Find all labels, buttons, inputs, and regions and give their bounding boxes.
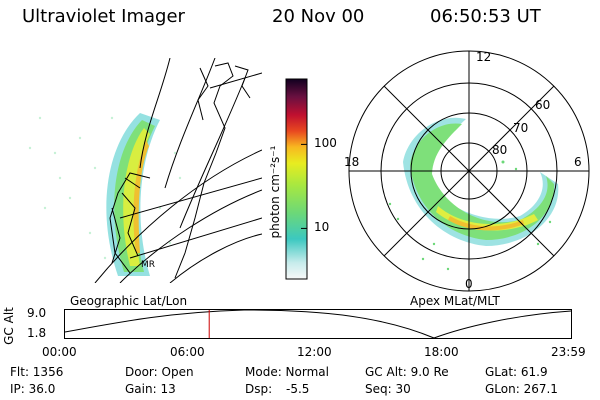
mlat-label-70: 70 xyxy=(513,121,528,135)
timeline-ytick-high: 9.0 xyxy=(27,306,47,320)
glon-info: GLon: 267.1 xyxy=(485,382,558,396)
timeline-xtick-2359: 23:59 xyxy=(551,345,586,359)
lat-lon-grid xyxy=(94,58,262,283)
polar-panel-title: Apex MLat/MLT xyxy=(410,294,500,308)
mlt-label-0: 0 xyxy=(465,277,473,291)
colorbar-tick-10: 10 xyxy=(314,220,330,235)
polar-grid xyxy=(348,50,590,292)
timeline-xtick-0600: 06:00 xyxy=(170,345,205,359)
station-marker: MR xyxy=(141,260,155,270)
dsp-label: Dsp: xyxy=(245,382,273,396)
timeline-xtick-0000: 00:00 xyxy=(42,345,77,359)
mode-info: Mode: Normal xyxy=(245,365,329,379)
orbit-altitude-curve xyxy=(64,309,572,339)
flt-info: Flt: 1356 xyxy=(10,365,64,379)
mlat-label-80: 80 xyxy=(492,143,507,157)
auroral-oval-polar xyxy=(403,117,559,246)
glat-info: GLat: 61.9 xyxy=(485,365,548,379)
timeline-xtick-1200: 12:00 xyxy=(297,345,332,359)
coastlines xyxy=(109,62,251,279)
mlt-label-6: 6 xyxy=(574,155,582,169)
mlat-label-60: 60 xyxy=(535,98,550,112)
timeline-ytick-low: 1.8 xyxy=(27,326,47,340)
gain-info: Gain: 13 xyxy=(125,382,176,396)
geographic-image: MR xyxy=(28,58,262,283)
geo-speckle xyxy=(28,116,182,260)
dsp-value: -5.5 xyxy=(286,382,310,396)
ip-info: IP: 36.0 xyxy=(10,382,56,396)
time-label: 06:50:53 UT xyxy=(430,6,541,27)
timeline-ylabel: GC Alt xyxy=(2,307,16,345)
date-label: 20 Nov 00 xyxy=(272,6,365,27)
colorbar xyxy=(285,78,308,280)
mlt-label-12: 12 xyxy=(476,50,491,64)
polar-speckle xyxy=(388,160,552,271)
colorbar-units-label: photon cm⁻²s⁻¹ xyxy=(268,145,282,239)
timeline-xtick-1800: 18:00 xyxy=(424,345,459,359)
colorbar-tick-100: 100 xyxy=(314,136,337,151)
altitude-timeline xyxy=(64,309,572,339)
polar-plot: 12 18 6 0 60 70 80 xyxy=(344,50,590,292)
gcalt-info: GC Alt: 9.0 Re xyxy=(365,365,449,379)
geo-panel-title: Geographic Lat/Lon xyxy=(70,294,188,308)
seq-info: Seq: 30 xyxy=(365,382,411,396)
door-info: Door: Open xyxy=(125,365,194,379)
instrument-title: Ultraviolet Imager xyxy=(22,6,185,27)
mlt-label-18: 18 xyxy=(344,155,359,169)
